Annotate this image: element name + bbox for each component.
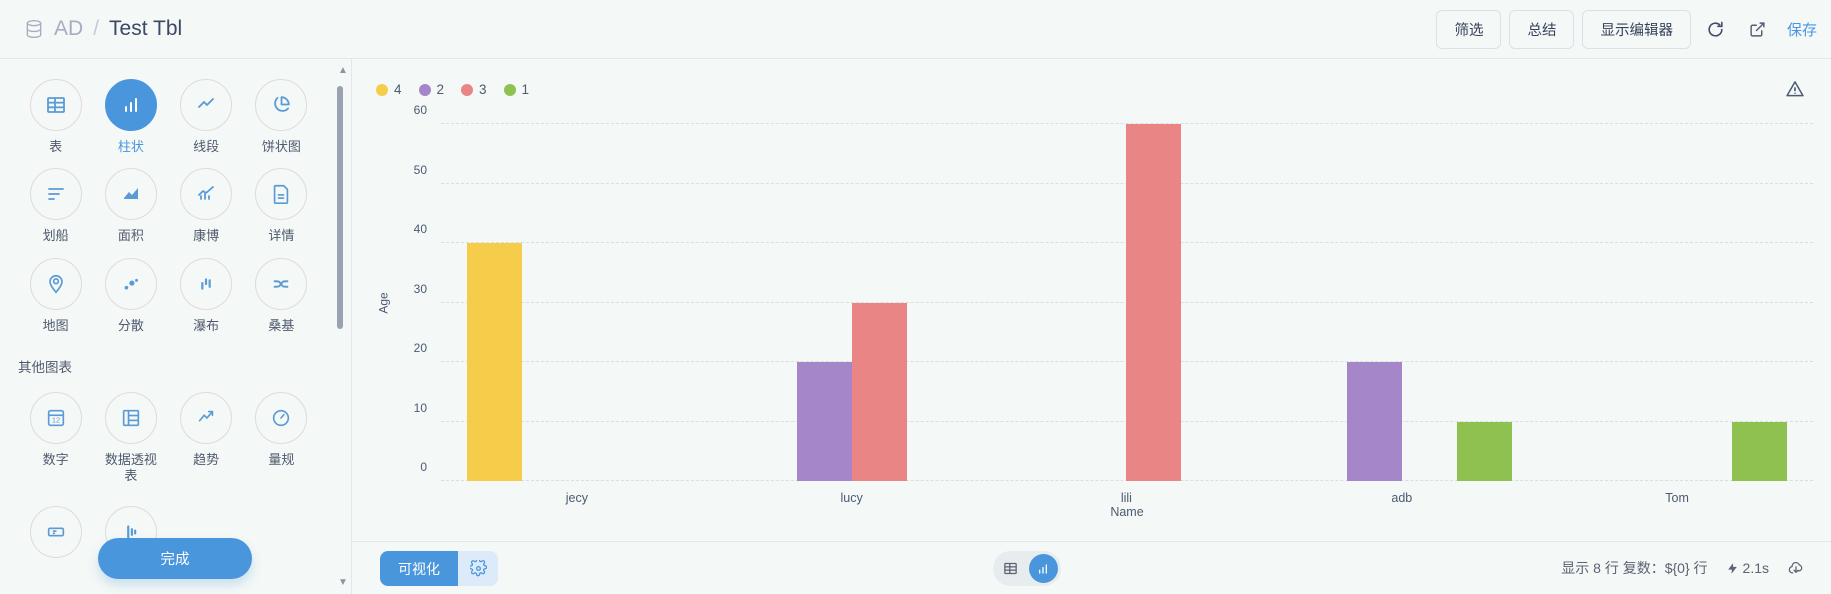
- svg-text:12: 12: [52, 415, 60, 424]
